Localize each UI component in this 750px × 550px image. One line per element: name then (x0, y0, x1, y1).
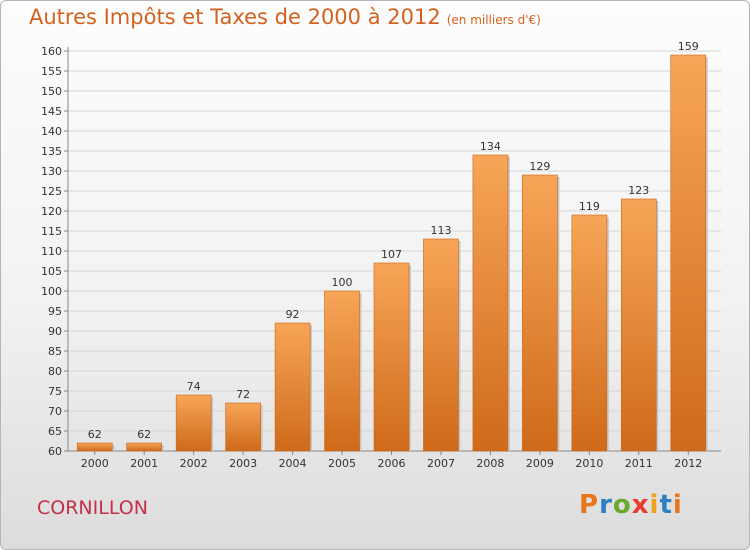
logo-letter: i (672, 490, 683, 520)
bar-2004[interactable] (274, 322, 311, 452)
bar-2001[interactable] (126, 442, 162, 452)
y-tick-label: 120 (41, 205, 62, 218)
bar-2011[interactable] (621, 198, 657, 452)
bar-2007[interactable] (423, 238, 459, 452)
data-label: 92 (286, 308, 300, 321)
x-tick-label: 2010 (575, 457, 603, 470)
y-tick-label: 150 (41, 85, 62, 98)
logo-letter: t (659, 490, 673, 520)
x-tick-label: 2007 (427, 457, 455, 470)
data-label: 113 (430, 224, 451, 237)
data-label: 119 (579, 200, 600, 213)
y-tick-label: 155 (41, 65, 62, 78)
data-label: 74 (187, 380, 201, 393)
data-label: 107 (381, 248, 402, 261)
bar-2002[interactable] (175, 394, 212, 452)
y-tick-label: 95 (48, 305, 62, 318)
chart-subtitle: (en milliers d'€) (446, 13, 541, 27)
chart-title-text: Autres Impôts et Taxes de 2000 à 2012 (29, 5, 441, 29)
data-label: 123 (628, 184, 649, 197)
y-tick-label: 75 (48, 385, 62, 398)
y-tick-label: 85 (48, 345, 62, 358)
y-tick-label: 115 (41, 225, 62, 238)
x-tick-label: 2003 (229, 457, 257, 470)
y-tick-label: 135 (41, 145, 62, 158)
x-tick-label: 2011 (625, 457, 653, 470)
x-tick-label: 2008 (476, 457, 504, 470)
data-label: 62 (88, 428, 102, 441)
y-tick-label: 145 (41, 105, 62, 118)
bar-2006[interactable] (373, 262, 410, 452)
y-tick-label: 80 (48, 365, 62, 378)
bar-2010[interactable] (571, 214, 608, 452)
y-tick-label: 105 (41, 265, 62, 278)
x-tick-label: 2002 (180, 457, 208, 470)
y-tick-label: 130 (41, 165, 62, 178)
y-tick-label: 60 (48, 445, 62, 458)
y-tick-label: 90 (48, 325, 62, 338)
data-label: 100 (332, 276, 353, 289)
bar-2009[interactable] (522, 174, 558, 452)
proxiti-logo[interactable]: Proxiti (579, 490, 683, 520)
data-label: 72 (236, 388, 250, 401)
y-tick-label: 70 (48, 405, 62, 418)
bar-2012[interactable] (670, 54, 707, 452)
y-tick-label: 125 (41, 185, 62, 198)
logo-letter: P (579, 490, 600, 520)
bar-2008[interactable] (472, 154, 509, 452)
city-name: CORNILLON (37, 497, 148, 519)
x-tick-label: 2009 (526, 457, 554, 470)
data-labels: 62 62 74 72 92 100 107 113 134 129 119 123 159 (88, 40, 699, 441)
bars (76, 54, 708, 452)
x-tick-label: 2012 (674, 457, 702, 470)
logo-letter: r (599, 490, 613, 520)
y-tick-label: 160 (41, 45, 62, 58)
data-label: 134 (480, 140, 501, 153)
chart-title: Autres Impôts et Taxes de 2000 à 2012 (en… (29, 5, 541, 29)
logo-letter: x (631, 490, 650, 520)
bar-2005[interactable] (324, 290, 360, 452)
y-tick-label: 140 (41, 125, 62, 138)
y-tick-label: 110 (41, 245, 62, 258)
data-label: 159 (678, 40, 699, 53)
bar-2000[interactable] (76, 442, 113, 452)
x-tick-label: 2001 (130, 457, 158, 470)
data-label: 129 (529, 160, 550, 173)
x-tick-label: 2006 (378, 457, 406, 470)
data-label: 62 (137, 428, 151, 441)
bar-2003[interactable] (225, 402, 261, 452)
logo-letter: i (649, 490, 660, 520)
y-tick-label: 65 (48, 425, 62, 438)
logo-letter: o (612, 490, 632, 520)
x-tick-label: 2004 (279, 457, 307, 470)
x-tick-label: 2000 (81, 457, 109, 470)
y-tick-label: 100 (41, 285, 62, 298)
x-tick-label: 2005 (328, 457, 356, 470)
